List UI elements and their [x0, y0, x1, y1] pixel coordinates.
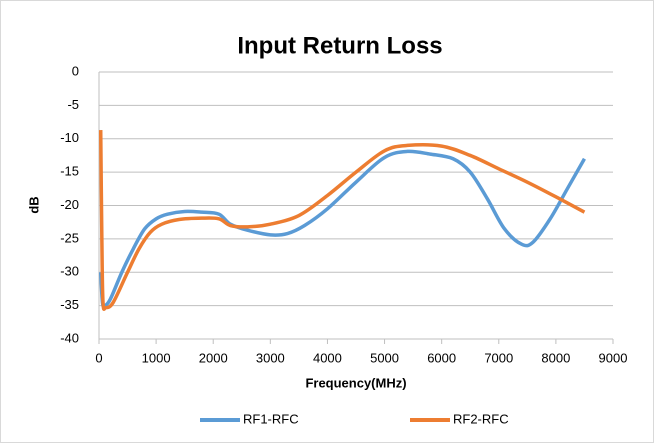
y-tick-label: -20	[60, 197, 79, 212]
line-series	[98, 149, 586, 309]
y-tick-label: -30	[60, 264, 79, 279]
x-tick-label: 6000	[427, 350, 456, 365]
x-tick-label: 1000	[142, 350, 171, 365]
x-tick-label: 0	[95, 350, 102, 365]
y-tick-label: 0	[72, 63, 79, 78]
legend-label: RF1-RFC	[243, 411, 299, 426]
x-tick-label: 8000	[541, 350, 570, 365]
x-tick-label: 2000	[199, 350, 228, 365]
y-tick-label: -35	[60, 297, 79, 312]
y-tick-label: -15	[60, 164, 79, 179]
legend-label: RF2-RFC	[453, 411, 509, 426]
line-series	[98, 130, 586, 312]
y-tick-label: -25	[60, 230, 79, 245]
x-tick-label: 3000	[256, 350, 285, 365]
y-axis-title: dB	[26, 196, 41, 213]
x-axis-title: Frequency(MHz)	[305, 375, 406, 390]
y-tick-label: -10	[60, 130, 79, 145]
x-tick-label: 7000	[484, 350, 513, 365]
x-tick-label: 5000	[370, 350, 399, 365]
y-tick-label: -40	[60, 330, 79, 345]
x-tick-label: 4000	[313, 350, 342, 365]
y-tick-label: -5	[67, 97, 79, 112]
chart-title: Input Return Loss	[237, 32, 442, 59]
x-tick-label: 9000	[599, 350, 628, 365]
